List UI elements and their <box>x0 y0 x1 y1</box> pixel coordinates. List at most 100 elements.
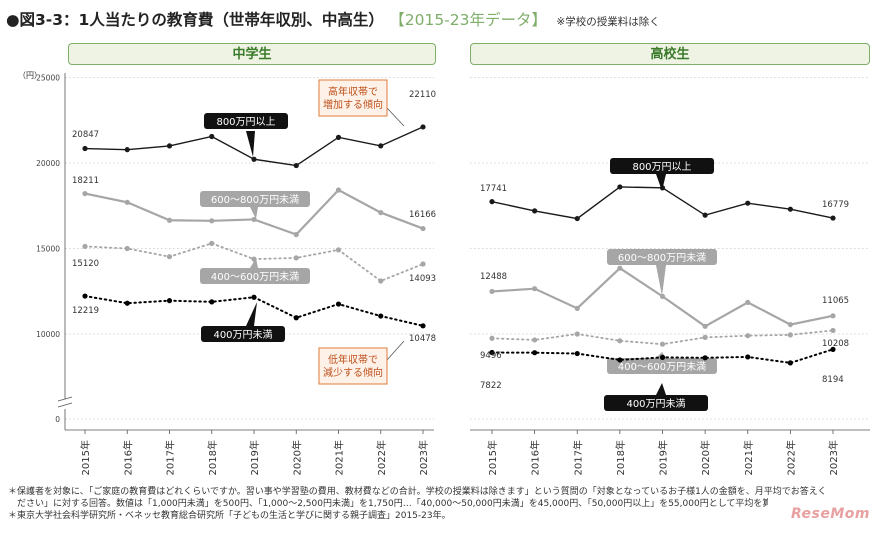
series-name-box <box>604 395 708 411</box>
callout-pointer <box>656 383 666 395</box>
y-tick-label: 25000 <box>36 74 60 83</box>
x-tick-label: 2019年 <box>657 440 670 475</box>
data-label: 10208 <box>822 339 849 349</box>
data-label: 17741 <box>480 184 507 194</box>
series-point <box>787 321 793 328</box>
series-point <box>787 332 793 338</box>
annotation-text: 低年収帯で <box>328 353 378 366</box>
series-point <box>209 299 215 305</box>
series-point <box>82 190 88 197</box>
y-tick-label: 15000 <box>36 245 60 254</box>
annotation-text: 減少する傾向 <box>323 366 383 379</box>
x-tick-label: 2022年 <box>375 440 388 475</box>
series-point <box>378 313 384 319</box>
series-point <box>659 293 666 299</box>
title-period: 【2015-23年データ】 <box>389 11 547 29</box>
series-point <box>293 315 299 321</box>
x-tick-label: 2015年 <box>486 440 499 475</box>
series-point <box>745 354 751 360</box>
callout-pointer <box>250 207 258 219</box>
callout-pointer <box>246 302 257 326</box>
series-point <box>830 313 836 319</box>
series-point <box>830 346 836 352</box>
series-point <box>745 299 751 305</box>
data-label: 12219 <box>72 306 99 316</box>
series-point <box>702 212 708 218</box>
series-point <box>166 143 173 149</box>
series-name-box <box>610 158 714 174</box>
chart-panel-1: （円） 0 10000 15000 20000 25000 2015年 2016年 2017年 2… <box>18 71 436 475</box>
callout-pointer <box>656 265 666 296</box>
series-point <box>209 218 215 224</box>
data-label: 7822 <box>480 381 502 391</box>
x-tick-label: 2023年 <box>827 440 840 475</box>
annotation-box <box>318 347 388 385</box>
series-name-label: 400万円未満 <box>626 398 685 410</box>
series-name-label: 600～800万円未満 <box>211 194 299 206</box>
series-name-label: 800万円以上 <box>216 116 275 128</box>
series-point <box>82 145 88 152</box>
footnote-2: ださい」に対する回答。数値は「1,000円未満」を500円、「1,000～2,5… <box>8 499 768 509</box>
series-point <box>702 323 708 329</box>
x-tick-label: 2015年 <box>79 440 92 475</box>
annotation-arrow <box>386 107 405 127</box>
data-label: 20847 <box>72 130 99 140</box>
y-tick-label: 10000 <box>36 330 60 339</box>
footnote-3: ＊東京大学社会科学研究所・ベネッセ教育総合研究所「子どもの生活と学びに関する親子… <box>8 511 451 521</box>
series-point <box>532 208 538 214</box>
series-point <box>124 300 130 306</box>
series-point <box>532 350 538 356</box>
series-point <box>532 337 538 343</box>
series-name-label: 600～800万円未満 <box>618 252 706 264</box>
series-point <box>745 333 751 339</box>
series-point <box>489 335 495 341</box>
y-tick-label: 0 <box>55 415 60 424</box>
series-point <box>378 278 384 284</box>
series-point <box>166 298 173 304</box>
callout-pointer <box>250 258 258 268</box>
annotation-box <box>318 79 388 117</box>
series-point <box>787 360 793 366</box>
series-point <box>617 357 623 363</box>
series-point <box>420 225 426 232</box>
data-label: 8194 <box>822 375 844 385</box>
data-label: 15120 <box>72 259 99 269</box>
series-point <box>617 184 623 190</box>
footnote-1: ＊保護者を対象に、「ご家庭の教育費はどれくらいですか。習い事や学習塾の費用、教材… <box>8 487 827 497</box>
series-point <box>251 156 257 162</box>
series-point <box>335 134 342 140</box>
data-label: 18211 <box>72 176 99 186</box>
axis-break-icon <box>57 396 73 408</box>
series-point <box>489 199 495 205</box>
series-point <box>335 301 342 307</box>
series-name-box <box>607 249 717 265</box>
title-main: ●図3-3：1人当たりの教育費（世帯年収別、中高生） <box>6 11 384 29</box>
series-point <box>293 231 299 238</box>
series-point <box>378 143 384 149</box>
series-point <box>124 245 130 252</box>
callout-pointer <box>246 131 255 157</box>
series-point <box>166 254 173 260</box>
series-point <box>82 293 88 299</box>
series-point <box>830 327 836 334</box>
series-point <box>124 199 130 205</box>
series-point <box>209 240 215 246</box>
series-point <box>420 124 426 130</box>
y-axis-unit: （円） <box>18 71 42 80</box>
series-point <box>574 215 580 222</box>
x-tick-label: 2018年 <box>206 440 219 475</box>
x-tick-label: 2021年 <box>742 440 755 475</box>
series-point <box>574 350 580 357</box>
annotation-text: 高年収帯で <box>328 85 378 98</box>
series-name-box <box>200 191 310 207</box>
series-line <box>491 186 834 220</box>
data-label: 9496 <box>480 351 502 361</box>
data-label: 10478 <box>409 334 436 344</box>
series-point <box>124 147 130 153</box>
series-point <box>251 294 257 300</box>
series-point <box>830 215 836 221</box>
x-tick-label: 2019年 <box>248 440 261 475</box>
resemom-logo: ReseMom <box>790 506 870 522</box>
series-name-label: 400～600万円未満 <box>211 271 299 283</box>
